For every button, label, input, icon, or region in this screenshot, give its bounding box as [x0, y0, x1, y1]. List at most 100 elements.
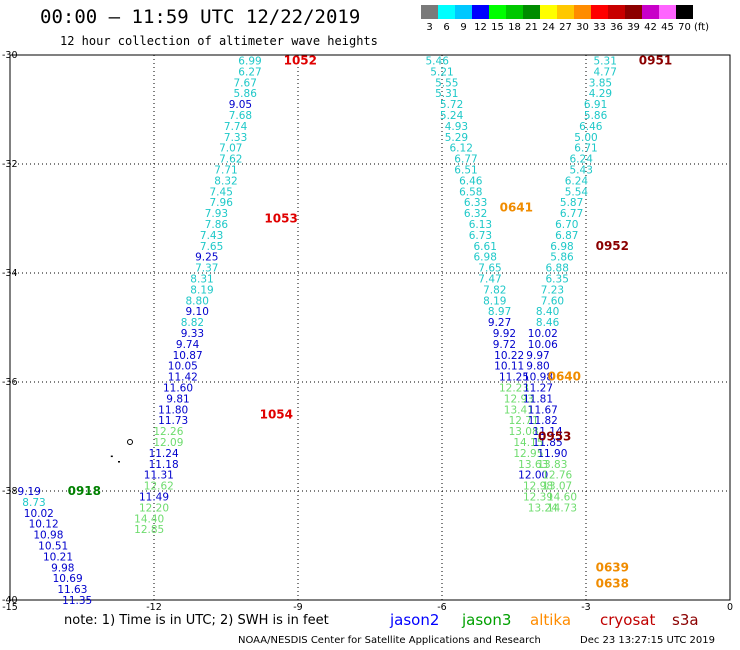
wave-height-value: 10.06: [528, 339, 558, 351]
wave-height-value: 13.63: [518, 459, 548, 471]
wave-height-value: 6.71: [574, 143, 597, 155]
wave-height-value: 7.43: [200, 230, 223, 242]
wave-height-value: 10.11: [494, 361, 524, 373]
lat-tick-label: -30: [2, 50, 18, 61]
wave-height-value: 11.49: [139, 491, 169, 503]
pass-time-label: 0918: [68, 484, 101, 498]
wave-height-value: 5.00: [574, 132, 597, 144]
legend-swatch: [506, 5, 523, 19]
wave-height-value: 7.71: [214, 164, 237, 176]
wave-height-value: 5.21: [430, 66, 453, 78]
wave-height-value: 6.87: [555, 230, 578, 242]
wave-height-value: 6.58: [459, 186, 482, 198]
wave-height-value: 9.72: [493, 339, 516, 351]
wave-height-value: 6.13: [469, 219, 492, 231]
wave-height-value: 11.42: [168, 372, 198, 384]
satellite-label-jason3: jason3: [462, 611, 512, 629]
legend-swatch: [438, 5, 455, 19]
wave-height-value: 8.19: [190, 284, 213, 296]
wave-height-value: 6.33: [464, 197, 487, 209]
wave-height-value: 8.80: [186, 295, 209, 307]
wave-height-value: 6.77: [560, 208, 583, 220]
wave-height-value: 8.82: [181, 317, 204, 329]
wave-height-value: 6.98: [550, 241, 573, 253]
wave-height-value: 14.15: [513, 437, 543, 449]
wave-height-value: 7.68: [229, 110, 252, 122]
wave-height-value: 8.40: [536, 306, 559, 318]
legend-unit: (ft): [694, 22, 710, 33]
wave-height-value: 7.86: [205, 219, 229, 231]
wave-height-value: 12.85: [134, 524, 164, 536]
wave-height-value: 7.45: [210, 186, 233, 198]
wave-height-value: 7.82: [483, 284, 506, 296]
legend-label: 24: [542, 22, 555, 33]
wave-height-value: 7.67: [234, 77, 257, 89]
wave-height-value: 9.98: [51, 562, 74, 574]
satellite-label-s3a: s3a: [672, 611, 699, 629]
lat-tick-label: -40: [2, 595, 18, 606]
wave-height-value: 5.29: [445, 132, 468, 144]
legend-swatch: [676, 5, 693, 19]
wave-height-value: 4.93: [445, 121, 468, 133]
legend-label: 39: [627, 22, 640, 33]
footer-credit: NOAA/NESDIS Center for Satellite Applica…: [238, 635, 541, 646]
wave-height-value: 12.98: [523, 481, 553, 493]
wave-height-value: 10.05: [168, 361, 198, 373]
wave-height-value: 7.37: [195, 263, 218, 275]
wave-height-value: 5.87: [560, 197, 583, 209]
wave-height-value: 5.86: [234, 88, 258, 100]
wave-height-value: 12.09: [153, 437, 183, 449]
wave-height-value: 10.98: [33, 530, 63, 542]
wave-height-value: 12.23: [499, 382, 529, 394]
wave-height-value: 12.95: [513, 448, 543, 460]
legend-label: 3: [426, 22, 433, 33]
legend-swatch: [659, 5, 676, 19]
legend-swatch: [557, 5, 574, 19]
wave-height-value: 11.18: [149, 459, 179, 471]
wave-height-value: 12.71: [509, 415, 539, 427]
wave-height-value: 6.24: [570, 154, 594, 166]
wave-height-map: -30-32-34-36-38-40-15 -12 -9 -6 -3 06.996.277…: [2, 50, 733, 610]
pass-time-label: 0640: [548, 370, 581, 384]
wave-height-value: 6.35: [546, 273, 569, 285]
wave-height-value: 14.60: [547, 491, 577, 503]
wave-height-value: 11.24: [149, 448, 179, 460]
wave-height-value: 11.35: [62, 595, 92, 607]
wave-height-value: 11.25: [499, 372, 529, 384]
legend-swatch: [472, 5, 489, 19]
wave-height-value: 7.33: [224, 132, 247, 144]
wave-height-value: 6.91: [584, 99, 607, 111]
legend-swatch: [489, 5, 506, 19]
legend-label: 70: [678, 22, 691, 33]
wave-height-value: 10.98: [523, 372, 553, 384]
wave-height-value: 3.85: [589, 77, 612, 89]
legend-label: 30: [576, 22, 589, 33]
lat-tick-label: -38: [2, 486, 18, 497]
wave-height-value: 9.05: [229, 99, 252, 111]
wave-height-value: 6.46: [579, 121, 603, 133]
lon-tick-label: -12: [146, 602, 162, 610]
wave-height-value: 7.65: [200, 241, 223, 253]
wave-height-value: 5.54: [565, 186, 589, 198]
wave-height-value: 8.97: [488, 306, 511, 318]
wave-height-value: 11.27: [523, 382, 553, 394]
lon-tick-label: -9: [293, 602, 302, 610]
wave-height-value: 13.24: [528, 502, 558, 514]
wave-height-value: 4.29: [589, 88, 612, 100]
wave-height-value: 6.46: [459, 175, 483, 187]
wave-height-value: 14.40: [134, 513, 164, 525]
legend-label: 36: [610, 22, 623, 33]
wave-height-value: 11.60: [163, 382, 193, 394]
wave-height-value: 11.90: [537, 448, 567, 460]
legend-label: 33: [593, 22, 606, 33]
pass-time-label: 0641: [500, 201, 533, 215]
satellite-label-altika: altika: [530, 611, 572, 629]
wave-height-value: 6.61: [474, 241, 497, 253]
wave-height-value: 11.31: [144, 470, 174, 482]
wave-height-value: 7.60: [541, 295, 564, 307]
wave-height-value: 10.21: [43, 551, 73, 563]
island-marker: [118, 461, 120, 463]
pass-time-label: 0639: [596, 560, 629, 574]
satellite-label-cryosat: cryosat: [600, 611, 656, 629]
wave-height-value: 13.08: [509, 426, 539, 438]
